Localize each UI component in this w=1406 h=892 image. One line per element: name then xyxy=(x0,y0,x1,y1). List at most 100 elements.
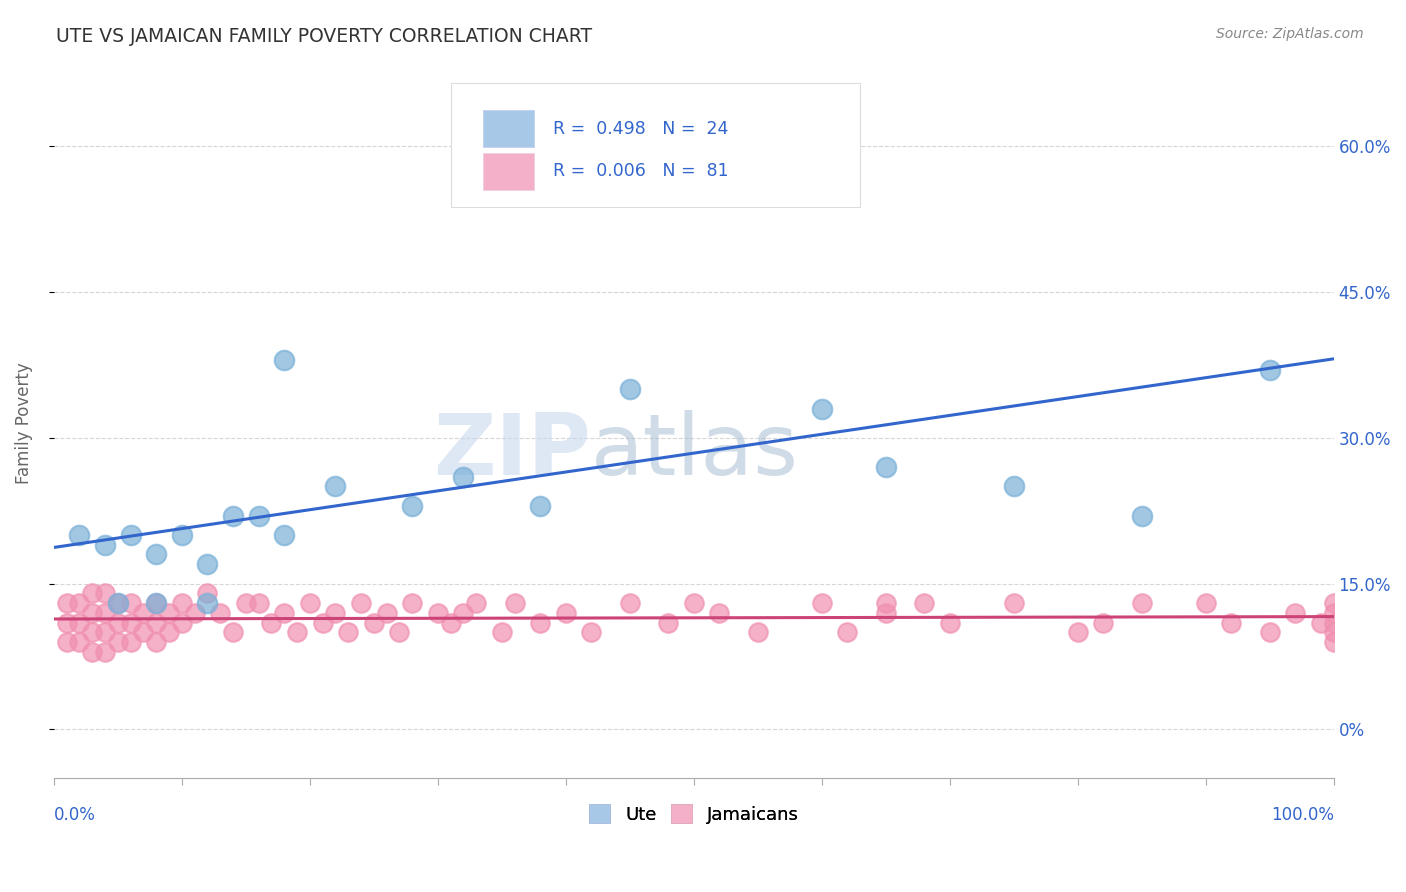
Point xyxy=(82,586,104,600)
Point xyxy=(1323,596,1346,610)
Text: R =  0.498   N =  24: R = 0.498 N = 24 xyxy=(553,120,728,138)
Point xyxy=(145,596,167,610)
Point xyxy=(401,596,423,610)
Point xyxy=(837,625,859,640)
Point xyxy=(170,615,193,630)
Point xyxy=(107,596,129,610)
FancyBboxPatch shape xyxy=(482,111,534,147)
Point xyxy=(439,615,461,630)
Point xyxy=(222,625,245,640)
Point xyxy=(55,615,77,630)
Text: ZIP: ZIP xyxy=(433,410,592,493)
Point xyxy=(55,635,77,649)
Point xyxy=(875,596,897,610)
Point xyxy=(273,606,295,620)
Point xyxy=(82,625,104,640)
Point xyxy=(619,596,641,610)
Point xyxy=(1258,363,1281,377)
Point xyxy=(810,596,832,610)
Point xyxy=(235,596,257,610)
Point xyxy=(709,139,731,153)
Point xyxy=(1130,596,1153,610)
Point xyxy=(273,528,295,542)
Point xyxy=(1323,615,1346,630)
Text: atlas: atlas xyxy=(592,410,800,493)
Point xyxy=(465,596,488,610)
Legend: Ute, Jamaicans: Ute, Jamaicans xyxy=(579,796,807,833)
Point xyxy=(503,596,526,610)
Point xyxy=(298,596,321,610)
Point xyxy=(875,606,897,620)
Y-axis label: Family Poverty: Family Poverty xyxy=(15,362,32,484)
Point xyxy=(810,401,832,416)
Point xyxy=(197,596,219,610)
Point xyxy=(1323,635,1346,649)
Point xyxy=(529,615,551,630)
Point xyxy=(912,596,935,610)
Point xyxy=(1258,625,1281,640)
Point xyxy=(426,606,449,620)
Point xyxy=(491,625,513,640)
Point xyxy=(1002,479,1025,493)
Point xyxy=(375,606,398,620)
Point xyxy=(55,596,77,610)
FancyBboxPatch shape xyxy=(482,153,534,190)
Point xyxy=(170,528,193,542)
Point xyxy=(94,606,117,620)
Text: UTE VS JAMAICAN FAMILY POVERTY CORRELATION CHART: UTE VS JAMAICAN FAMILY POVERTY CORRELATI… xyxy=(56,27,592,45)
Text: 100.0%: 100.0% xyxy=(1271,806,1334,824)
Point xyxy=(132,606,155,620)
Point xyxy=(247,508,270,523)
Point xyxy=(1309,615,1331,630)
Point xyxy=(325,479,347,493)
Point xyxy=(157,625,180,640)
Point xyxy=(747,625,769,640)
Point xyxy=(107,596,129,610)
Point xyxy=(581,625,603,640)
Point xyxy=(709,606,731,620)
Point xyxy=(67,615,90,630)
Text: Source: ZipAtlas.com: Source: ZipAtlas.com xyxy=(1216,27,1364,41)
Point xyxy=(107,615,129,630)
Point xyxy=(453,469,475,483)
Point xyxy=(1220,615,1243,630)
Text: 0.0%: 0.0% xyxy=(53,806,96,824)
Point xyxy=(260,615,283,630)
Point xyxy=(1002,596,1025,610)
Point xyxy=(1066,625,1088,640)
Point xyxy=(82,606,104,620)
Text: R =  0.006   N =  81: R = 0.006 N = 81 xyxy=(553,162,728,180)
Point xyxy=(145,615,167,630)
Point xyxy=(197,557,219,571)
Point xyxy=(145,596,167,610)
Point xyxy=(132,625,155,640)
Point xyxy=(120,635,142,649)
Point xyxy=(657,615,679,630)
Point xyxy=(875,460,897,475)
Point xyxy=(94,645,117,659)
Point xyxy=(209,606,232,620)
Point xyxy=(337,625,360,640)
Point xyxy=(120,615,142,630)
Point xyxy=(363,615,385,630)
Point xyxy=(388,625,411,640)
Point xyxy=(145,635,167,649)
Point xyxy=(67,596,90,610)
Point xyxy=(619,382,641,396)
Point xyxy=(247,596,270,610)
Point xyxy=(222,508,245,523)
Point xyxy=(120,528,142,542)
Point xyxy=(82,645,104,659)
Point xyxy=(1284,606,1306,620)
Point xyxy=(350,596,373,610)
Point xyxy=(107,635,129,649)
Point xyxy=(325,606,347,620)
Point xyxy=(94,586,117,600)
Point xyxy=(1323,625,1346,640)
Point xyxy=(311,615,333,630)
Point xyxy=(67,635,90,649)
Point xyxy=(682,596,704,610)
Point xyxy=(1195,596,1218,610)
Point xyxy=(401,499,423,513)
Point xyxy=(145,548,167,562)
